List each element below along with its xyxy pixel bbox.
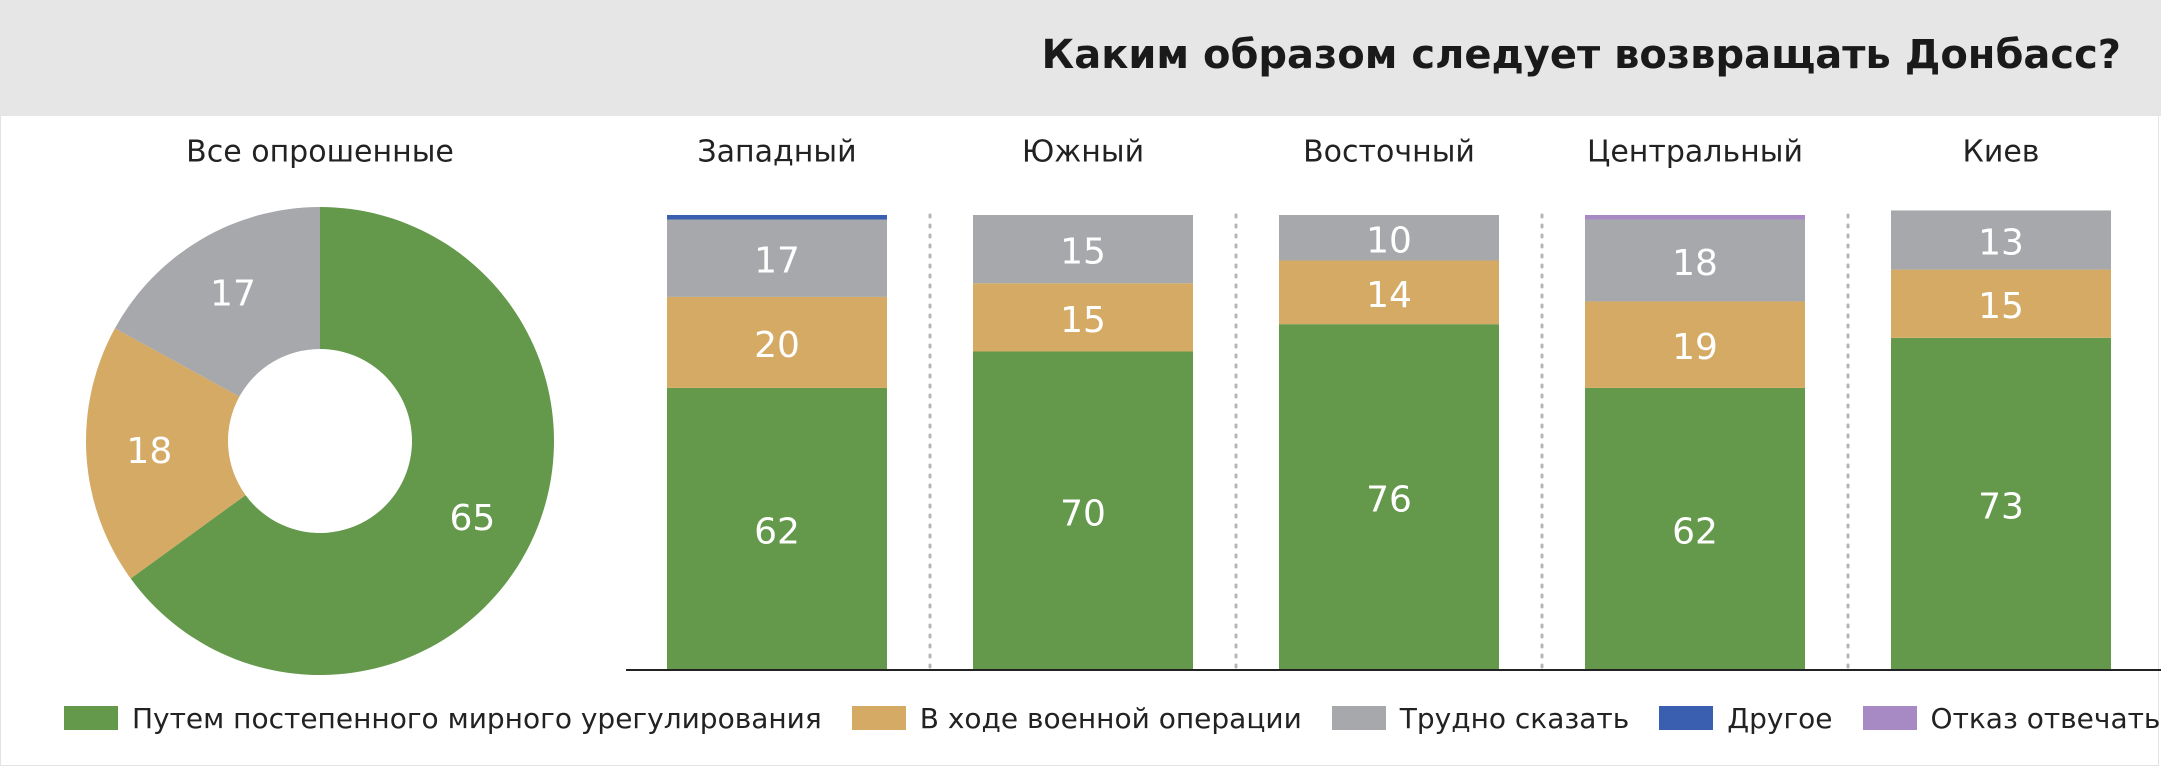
bar-label-kyiv-0: 73 — [1978, 486, 2024, 527]
legend-item-military: В ходе военной операции — [851, 701, 1302, 735]
bar-label-southern-0: 70 — [1060, 493, 1106, 534]
bar-label-western-0: 62 — [754, 511, 800, 552]
legend-swatch-other — [1659, 706, 1714, 730]
legend-item-hard-to-say: Трудно сказать — [1331, 701, 1630, 735]
bar-segment-kyiv-1 — [1891, 269, 2111, 338]
bar-segment-central-2 — [1585, 219, 1805, 302]
category-label-eastern: Восточный — [1303, 135, 1475, 170]
pie-title: Все опрошенные — [186, 135, 454, 170]
legend-swatch-military — [851, 706, 906, 730]
legend: Путем постепенного мирного урегулировани… — [64, 700, 2161, 736]
bar-segment-kyiv-2 — [1891, 210, 2111, 270]
pie-slice-hard-to-say — [114, 207, 320, 397]
category-label-western: Западный — [697, 135, 856, 170]
bar-label-southern-1: 15 — [1060, 300, 1106, 341]
bar-segment-eastern-2 — [1279, 215, 1499, 261]
bar-segment-western-2 — [667, 219, 887, 297]
legend-item-peaceful: Путем постепенного мирного урегулировани… — [64, 702, 822, 735]
bar-label-central-2: 18 — [1672, 243, 1718, 284]
chart-title: Каким образом следует возвращать Донбасс… — [1041, 32, 2122, 78]
bar-label-western-2: 17 — [754, 241, 800, 282]
legend-swatch-refused — [1862, 706, 1917, 730]
category-label-southern: Южный — [1022, 135, 1144, 170]
pie-label-hard-to-say: 17 — [210, 273, 256, 314]
bar-segment-western-1 — [667, 296, 887, 388]
bar-segment-central-1 — [1585, 301, 1805, 388]
legend-label-peaceful: Путем постепенного мирного урегулировани… — [132, 701, 822, 735]
bar-segment-kyiv-0 — [1891, 337, 2111, 670]
legend-label-hard-to-say: Трудно сказать — [1399, 701, 1630, 735]
category-label-kyiv: Киев — [1963, 135, 2040, 170]
category-label-central: Центральный — [1587, 135, 1803, 170]
bar-label-kyiv-1: 15 — [1978, 286, 2024, 327]
legend-swatch-peaceful — [64, 706, 118, 730]
bar-label-eastern-2: 10 — [1366, 220, 1412, 261]
bar-segment-eastern-0 — [1279, 324, 1499, 670]
bar-segment-central-4 — [1585, 215, 1805, 220]
bar-segment-central-0 — [1585, 387, 1805, 670]
pie-slice-peaceful — [130, 207, 555, 675]
bar-segment-western-3 — [667, 215, 887, 220]
pie-label-military: 18 — [126, 431, 172, 472]
legend-swatch-hard-to-say — [1331, 706, 1386, 730]
chart-frame — [0, 116, 2159, 766]
legend-item-refused: Отказ отвечать — [1862, 701, 2161, 735]
bar-segment-southern-0 — [973, 351, 1193, 670]
legend-label-military: В ходе военной операции — [919, 701, 1302, 735]
bar-segment-eastern-1 — [1279, 260, 1499, 325]
bar-label-central-0: 62 — [1672, 511, 1718, 552]
pie-slice-military — [86, 328, 246, 579]
bar-label-eastern-1: 14 — [1366, 275, 1412, 316]
bar-label-kyiv-2: 13 — [1978, 223, 2024, 264]
bar-label-central-1: 19 — [1672, 327, 1718, 368]
legend-item-other: Другое — [1659, 701, 1833, 735]
bar-segment-southern-2 — [973, 215, 1193, 284]
bar-label-western-1: 20 — [754, 325, 800, 366]
chart-header: Каким образом следует возвращать Донбасс… — [0, 0, 2161, 116]
bar-segment-southern-1 — [973, 283, 1193, 352]
bar-segment-western-0 — [667, 387, 887, 670]
legend-label-refused: Отказ отвечать — [1930, 701, 2161, 735]
pie-label-peaceful: 65 — [449, 498, 495, 539]
bar-label-southern-2: 15 — [1060, 232, 1106, 273]
bar-label-eastern-0: 76 — [1366, 480, 1412, 521]
legend-label-other: Другое — [1727, 701, 1833, 735]
